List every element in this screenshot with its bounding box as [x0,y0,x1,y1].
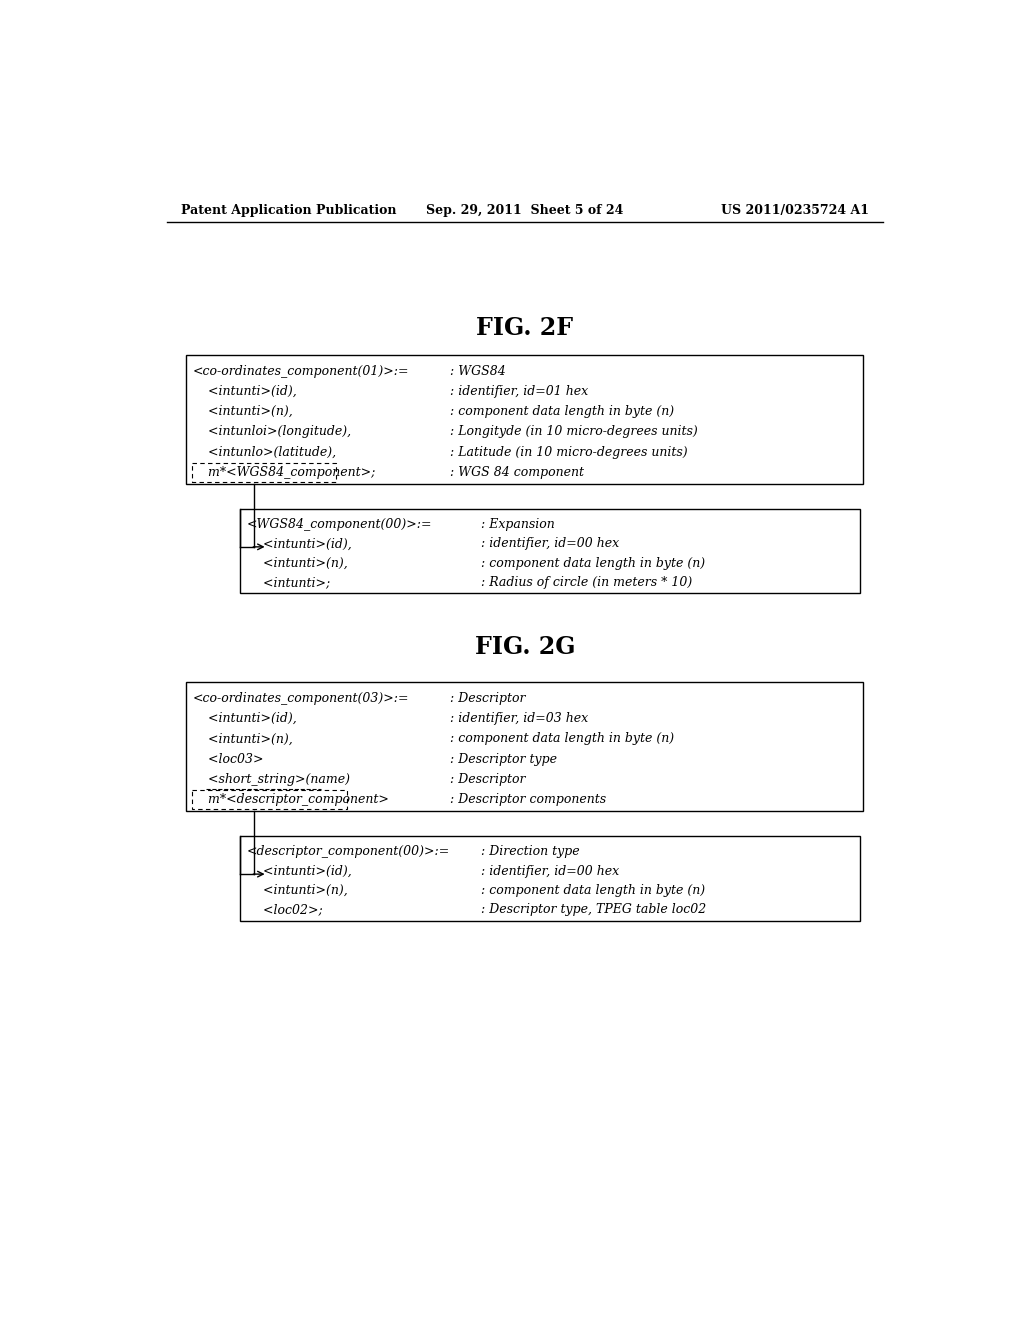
Text: : Longityde (in 10 micro-degrees units): : Longityde (in 10 micro-degrees units) [450,425,697,438]
Text: : component data length in byte (n): : component data length in byte (n) [480,557,705,569]
Bar [241,836,860,921]
Text: : Latitude (in 10 micro-degrees units): : Latitude (in 10 micro-degrees units) [450,446,687,458]
Text: : Expansion: : Expansion [480,517,554,531]
Text: <intunti>;: <intunti>; [247,576,330,589]
Text: <short_string>(name): <short_string>(name) [193,774,350,785]
Text: m*<descriptor_component>: m*<descriptor_component> [193,793,389,807]
Text: : Descriptor: : Descriptor [450,692,525,705]
Text: Sep. 29, 2011  Sheet 5 of 24: Sep. 29, 2011 Sheet 5 of 24 [426,205,624,218]
Text: : Descriptor: : Descriptor [450,774,525,785]
Text: : WGS 84 component: : WGS 84 component [450,466,584,479]
Text: m*<WGS84_component>;: m*<WGS84_component>; [193,466,376,479]
Text: : identifier, id=01 hex: : identifier, id=01 hex [450,385,588,397]
Text: <intunti>(id),: <intunti>(id), [193,711,297,725]
Text: : identifier, id=00 hex: : identifier, id=00 hex [480,537,618,550]
Text: : Descriptor type, TPEG table loc02: : Descriptor type, TPEG table loc02 [480,903,706,916]
Text: <intunti>(id),: <intunti>(id), [247,865,351,878]
Bar [241,508,860,594]
Text: : Descriptor type: : Descriptor type [450,752,557,766]
Text: <intunlo>(latitude),: <intunlo>(latitude), [193,446,337,458]
Text: : component data length in byte (n): : component data length in byte (n) [450,733,674,746]
Text: <intunti>(n),: <intunti>(n), [247,884,347,896]
Bar [193,791,347,809]
Text: : Descriptor components: : Descriptor components [450,793,606,807]
Text: <descriptor_component(00)>:=: <descriptor_component(00)>:= [247,845,450,858]
Bar [186,355,863,484]
Text: <loc03>: <loc03> [193,752,264,766]
Text: <intunti>(n),: <intunti>(n), [247,557,347,569]
Text: <intunti>(n),: <intunti>(n), [193,405,293,418]
Text: <intunti>(id),: <intunti>(id), [247,537,351,550]
Text: : identifier, id=03 hex: : identifier, id=03 hex [450,711,588,725]
Text: <co-ordinates_component(03)>:=: <co-ordinates_component(03)>:= [193,692,409,705]
Text: <loc02>;: <loc02>; [247,903,323,916]
Text: : Direction type: : Direction type [480,845,580,858]
Text: FIG. 2G: FIG. 2G [474,635,575,660]
Text: Patent Application Publication: Patent Application Publication [180,205,396,218]
Bar [193,463,336,482]
Text: <co-ordinates_component(01)>:=: <co-ordinates_component(01)>:= [193,364,409,378]
Text: : component data length in byte (n): : component data length in byte (n) [450,405,674,418]
Text: US 2011/0235724 A1: US 2011/0235724 A1 [721,205,869,218]
Text: : WGS84: : WGS84 [450,364,506,378]
Text: <intunti>(id),: <intunti>(id), [193,385,297,397]
Text: <WGS84_component(00)>:=: <WGS84_component(00)>:= [247,517,432,531]
Text: : Radius of circle (in meters * 10): : Radius of circle (in meters * 10) [480,576,692,589]
Text: : component data length in byte (n): : component data length in byte (n) [480,884,705,896]
Text: FIG. 2F: FIG. 2F [476,315,573,339]
Text: : identifier, id=00 hex: : identifier, id=00 hex [480,865,618,878]
Text: <intunloi>(longitude),: <intunloi>(longitude), [193,425,351,438]
Text: <intunti>(n),: <intunti>(n), [193,733,293,746]
Bar [186,682,863,812]
